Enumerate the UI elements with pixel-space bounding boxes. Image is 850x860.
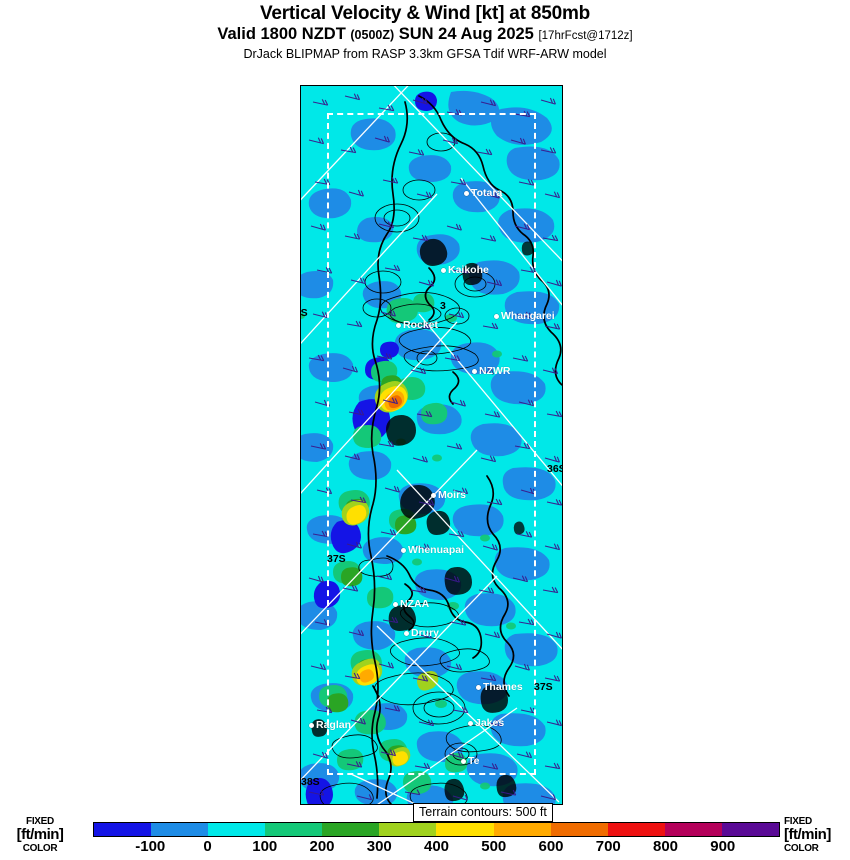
legend-right-units: [ft/min] (784, 826, 831, 843)
terrain-contours-note: Terrain contours: 500 ft (413, 803, 553, 822)
colorbar-segment-7 (493, 823, 551, 836)
colorbar-tick--100: -100 (135, 838, 166, 855)
colorbar-tick-900: 900 (710, 838, 736, 855)
colorbar-segment-2 (208, 823, 266, 836)
legend-label-right: FIXED [ft/min] COLOR (778, 816, 850, 854)
colorbar-segment-4 (322, 823, 380, 836)
graticule-label-36s: 36S (300, 307, 308, 319)
colorbar-tick-500: 500 (481, 838, 507, 855)
chart-header: Vertical Velocity & Wind [kt] at 850mb V… (0, 0, 850, 62)
forecast-map[interactable]: Totara Kaikohe Rocket Whangarei NZWR Moirs Whe… (300, 85, 563, 805)
colorbar-segment-8 (550, 823, 608, 836)
colorbar-strip[interactable] (93, 822, 780, 837)
colorbar-tick-200: 200 (309, 838, 335, 855)
colorbar-tick-700: 700 (595, 838, 621, 855)
contour-value-label: 3 (440, 300, 446, 312)
valid-date-text: SUN 24 Aug 2025 (398, 25, 534, 43)
graticule-label-38s: 38S (301, 776, 320, 788)
colorbar-segment-5 (379, 823, 437, 836)
colorbar-tick-labels: -100 0 100 200 300 400 500 600 700 800 900 (93, 838, 780, 858)
valid-time-zulu: (0500Z) (350, 28, 395, 42)
colorbar-segment-1 (151, 823, 209, 836)
legend-left-fixed: FIXED (26, 816, 54, 827)
colorbar-tick-100: 100 (252, 838, 278, 855)
forecast-tag: [17hrFcst@1712z] (538, 30, 633, 42)
legend-left-color: COLOR (22, 843, 58, 854)
valid-time-text: Valid 1800 NZDT (217, 25, 346, 43)
colorbar-tick-0: 0 (203, 838, 212, 855)
legend-left-units: [ft/min] (16, 826, 64, 843)
colorbar-segment-6 (436, 823, 494, 836)
colorbar-segment-0 (94, 823, 152, 836)
graticule-label-36s: 36S (547, 463, 562, 475)
colorbar-tick-400: 400 (423, 838, 450, 855)
colorbar-segment-11 (721, 823, 779, 836)
colorbar-tick-300: 300 (366, 838, 392, 855)
legend-right-fixed: FIXED (784, 816, 812, 827)
colorbar-tick-600: 600 (538, 838, 564, 855)
model-subtitle: DrJack BLIPMAP from RASP 3.3km GFSA Tdif… (243, 47, 607, 61)
map-raster (301, 86, 562, 804)
legend-right-color: COLOR (784, 843, 819, 854)
graticule-label-37s: 37S (534, 681, 553, 693)
colorbar-tick-800: 800 (652, 838, 679, 855)
colorbar-segment-3 (265, 823, 323, 836)
colorbar-segment-9 (607, 823, 665, 836)
graticule-label-37s: 37S (327, 553, 346, 565)
legend-label-left: FIXED [ft/min] COLOR (0, 816, 80, 854)
colorbar-legend: -100 0 100 200 300 400 500 600 700 800 900 (0, 818, 850, 860)
colorbar-segment-10 (664, 823, 722, 836)
valid-time-line: Valid 1800 NZDT (0500Z) SUN 24 Aug 2025 … (0, 25, 850, 46)
page-title: Vertical Velocity & Wind [kt] at 850mb (259, 3, 591, 24)
